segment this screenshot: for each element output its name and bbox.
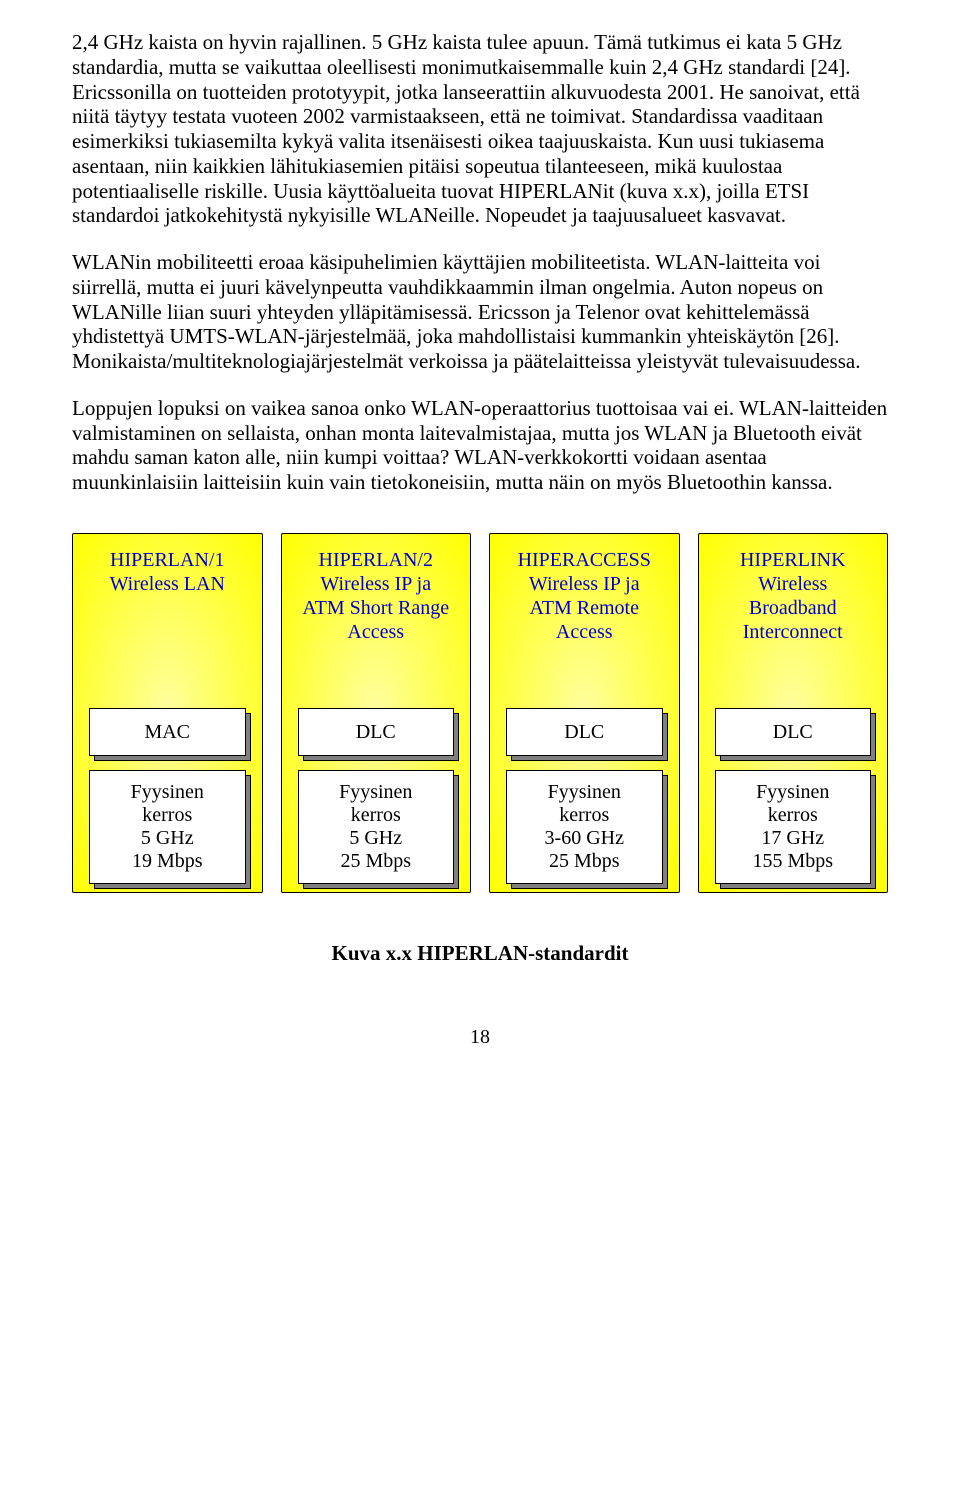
- col-title: HIPERLINK Wireless Broadband Interconnec…: [699, 548, 888, 644]
- layer-label: Fyysinen kerros 5 GHz 25 Mbps: [298, 770, 455, 884]
- layer-box-physical: Fyysinen kerros 3-60 GHz 25 Mbps: [506, 770, 663, 884]
- diagram-col-hiperlan1: HIPERLAN/1 Wireless LAN MAC Fyysinen ker…: [72, 533, 263, 893]
- layer-label: DLC: [506, 708, 663, 756]
- diagram-caption: Kuva x.x HIPERLAN-standardit: [72, 941, 888, 966]
- layer-box-physical: Fyysinen kerros 17 GHz 155 Mbps: [715, 770, 872, 884]
- diagram-col-hiperaccess: HIPERACCESS Wireless IP ja ATM Remote Ac…: [489, 533, 680, 893]
- hiperlan-diagram: HIPERLAN/1 Wireless LAN MAC Fyysinen ker…: [72, 533, 888, 966]
- paragraph-1: 2,4 GHz kaista on hyvin rajallinen. 5 GH…: [72, 30, 888, 228]
- layer-box-mac: MAC: [89, 708, 246, 756]
- layer-label: Fyysinen kerros 17 GHz 155 Mbps: [715, 770, 872, 884]
- layer-box-physical: Fyysinen kerros 5 GHz 19 Mbps: [89, 770, 246, 884]
- layer-label: DLC: [715, 708, 872, 756]
- col-layer-stack: MAC Fyysinen kerros 5 GHz 19 Mbps: [73, 708, 262, 893]
- document-page: 2,4 GHz kaista on hyvin rajallinen. 5 GH…: [0, 0, 960, 1069]
- layer-label: DLC: [298, 708, 455, 756]
- col-title: HIPERLAN/2 Wireless IP ja ATM Short Rang…: [282, 548, 471, 644]
- paragraph-2: WLANin mobiliteetti eroaa käsipuhelimien…: [72, 250, 888, 374]
- diagram-col-hiperlink: HIPERLINK Wireless Broadband Interconnec…: [698, 533, 889, 893]
- diagram-columns: HIPERLAN/1 Wireless LAN MAC Fyysinen ker…: [72, 533, 888, 893]
- col-title: HIPERLAN/1 Wireless LAN: [73, 548, 262, 596]
- page-number: 18: [72, 1026, 888, 1049]
- diagram-col-hiperlan2: HIPERLAN/2 Wireless IP ja ATM Short Rang…: [281, 533, 472, 893]
- col-layer-stack: DLC Fyysinen kerros 17 GHz 155 Mbps: [699, 708, 888, 893]
- layer-box-dlc: DLC: [298, 708, 455, 756]
- layer-label: MAC: [89, 708, 246, 756]
- paragraph-3: Loppujen lopuksi on vaikea sanoa onko WL…: [72, 396, 888, 495]
- col-title: HIPERACCESS Wireless IP ja ATM Remote Ac…: [490, 548, 679, 644]
- layer-label: Fyysinen kerros 3-60 GHz 25 Mbps: [506, 770, 663, 884]
- layer-box-physical: Fyysinen kerros 5 GHz 25 Mbps: [298, 770, 455, 884]
- col-layer-stack: DLC Fyysinen kerros 3-60 GHz 25 Mbps: [490, 708, 679, 893]
- layer-box-dlc: DLC: [715, 708, 872, 756]
- layer-label: Fyysinen kerros 5 GHz 19 Mbps: [89, 770, 246, 884]
- col-layer-stack: DLC Fyysinen kerros 5 GHz 25 Mbps: [282, 708, 471, 893]
- layer-box-dlc: DLC: [506, 708, 663, 756]
